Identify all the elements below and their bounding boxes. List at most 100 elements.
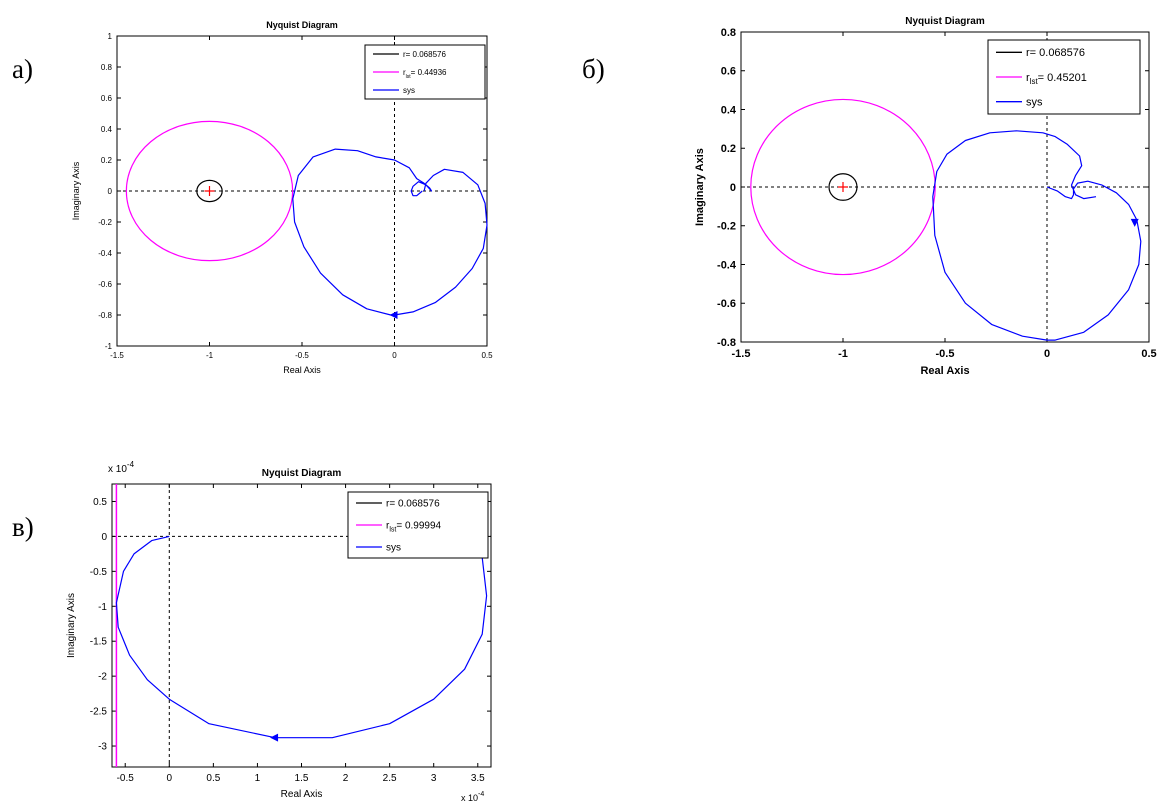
x-tick-label: 0 (392, 351, 397, 360)
y-tick-label: -0.2 (717, 221, 736, 233)
y-tick-label: 0.5 (93, 497, 107, 508)
x-tick-label: 2 (343, 773, 349, 784)
y-tick-label: -2 (98, 672, 107, 683)
critical-point-marker (204, 186, 215, 196)
y-axis-label: Imaginary Axis (71, 161, 81, 220)
circle-r (828, 173, 858, 201)
y-tick-label: -0.8 (98, 311, 112, 320)
y-tick-label: 0 (101, 532, 107, 543)
y-tick-label: -0.4 (98, 249, 112, 258)
direction-arrow (389, 311, 398, 319)
x-axis-label: Real Axis (920, 365, 969, 377)
critical-point-marker (838, 182, 848, 192)
x-tick-label: 3 (431, 773, 437, 784)
x-tick-label: 2.5 (383, 773, 397, 784)
x-tick-label: 0.5 (206, 773, 220, 784)
x-exponent-label: x 10-4 (461, 791, 484, 803)
x-exponent-power: -4 (478, 791, 484, 798)
legend-entry: r= 0.068576 (386, 499, 440, 510)
chart-title: Nyquist Diagram (262, 468, 342, 479)
y-axis-label: Imaginary Axis (694, 148, 706, 226)
legend-entry: sys (1026, 97, 1043, 109)
y-tick-label: 0.2 (721, 143, 736, 155)
x-tick-label: 0 (1044, 348, 1050, 360)
x-tick-label: 1.5 (295, 773, 309, 784)
legend-value: = 0.45201 (1038, 72, 1087, 84)
legend-entry: rlst= 0.44936 (403, 68, 447, 80)
x-tick-label: -1 (838, 348, 848, 360)
y-tick-label: -0.6 (717, 298, 736, 310)
legend-label: sys (403, 86, 415, 95)
y-tick-label: -0.5 (90, 567, 108, 578)
series-line-sys (115, 529, 488, 739)
legend-label: r= 0.068576 (386, 499, 440, 510)
x-tick-label: -1.5 (110, 351, 124, 360)
legend-subscript: lst (1030, 77, 1039, 86)
y-tick-label: -1 (98, 602, 107, 613)
legend-label: sys (386, 543, 401, 554)
x-axis-label: Real Axis (281, 789, 323, 800)
x-tick-label: 0.5 (481, 351, 493, 360)
y-tick-label: -1 (105, 342, 113, 351)
y-exponent-label: x 10-4 (108, 460, 135, 475)
y-tick-label: -0.2 (98, 218, 112, 227)
legend-entry: sys (386, 543, 401, 554)
y-axis-label: Imaginary Axis (66, 593, 77, 658)
y-tick-label: -0.6 (98, 280, 112, 289)
legend-entry: rlst= 0.99994 (386, 521, 442, 534)
circle-r (196, 179, 223, 203)
y-tick-label: 0 (730, 182, 736, 194)
x-tick-label: -0.5 (117, 773, 135, 784)
direction-arrow (1130, 218, 1139, 227)
y-tick-label: 0.2 (101, 156, 113, 165)
y-tick-label: 0.8 (721, 27, 736, 39)
y-tick-label: -3 (98, 742, 107, 753)
legend-label: sys (1026, 97, 1043, 109)
circle-r-lst (125, 120, 294, 262)
x-tick-label: -0.5 (295, 351, 309, 360)
y-tick-label: -0.4 (717, 259, 737, 271)
y-tick-label: 0 (108, 187, 113, 196)
x-axis-label: Real Axis (283, 365, 321, 375)
x-tick-label: -0.5 (936, 348, 955, 360)
y-tick-label: 0.6 (721, 66, 736, 78)
x-tick-label: -1 (206, 351, 214, 360)
legend-entry: r= 0.068576 (1026, 47, 1085, 59)
series-line-sys (292, 148, 488, 316)
panel-label-b: б) (582, 54, 605, 84)
legend-entry: rlst= 0.45201 (1026, 72, 1087, 86)
x-tick-label: -1.5 (732, 348, 751, 360)
y-tick-label: 1 (108, 32, 113, 41)
panel-label-c: в) (12, 512, 34, 542)
panel-label-a: а) (12, 54, 33, 84)
legend-label: r= 0.068576 (1026, 47, 1085, 59)
legend-label: r (403, 68, 406, 77)
legend-entry: r= 0.068576 (403, 50, 446, 59)
y-tick-label: -2.5 (90, 707, 108, 718)
y-tick-label: 0.6 (101, 94, 113, 103)
legend-entry: sys (403, 86, 415, 95)
x-tick-label: 1 (255, 773, 261, 784)
y-tick-label: 0.4 (721, 104, 737, 116)
series-line-sys (932, 130, 1142, 341)
legend-value: = 0.44936 (411, 68, 447, 77)
circle-r-lst (750, 98, 936, 276)
legend-subscript: lst (389, 527, 396, 534)
x-tick-label: 0.5 (1141, 348, 1156, 360)
legend-value: = 0.99994 (396, 521, 441, 532)
y-tick-label: -0.8 (717, 337, 736, 349)
y-tick-label: 0.4 (101, 125, 113, 134)
direction-arrow (270, 733, 279, 742)
y-tick-label: 0.8 (101, 63, 113, 72)
legend-label: r (386, 521, 390, 532)
y-exponent-base: x 10 (108, 464, 127, 475)
x-exponent-base: x 10 (461, 793, 478, 803)
chart-title: Nyquist Diagram (905, 16, 985, 27)
legend-subscript: lst (406, 74, 412, 80)
y-exponent-power: -4 (127, 460, 135, 469)
x-tick-label: 3.5 (471, 773, 485, 784)
legend-label: r= 0.068576 (403, 50, 446, 59)
